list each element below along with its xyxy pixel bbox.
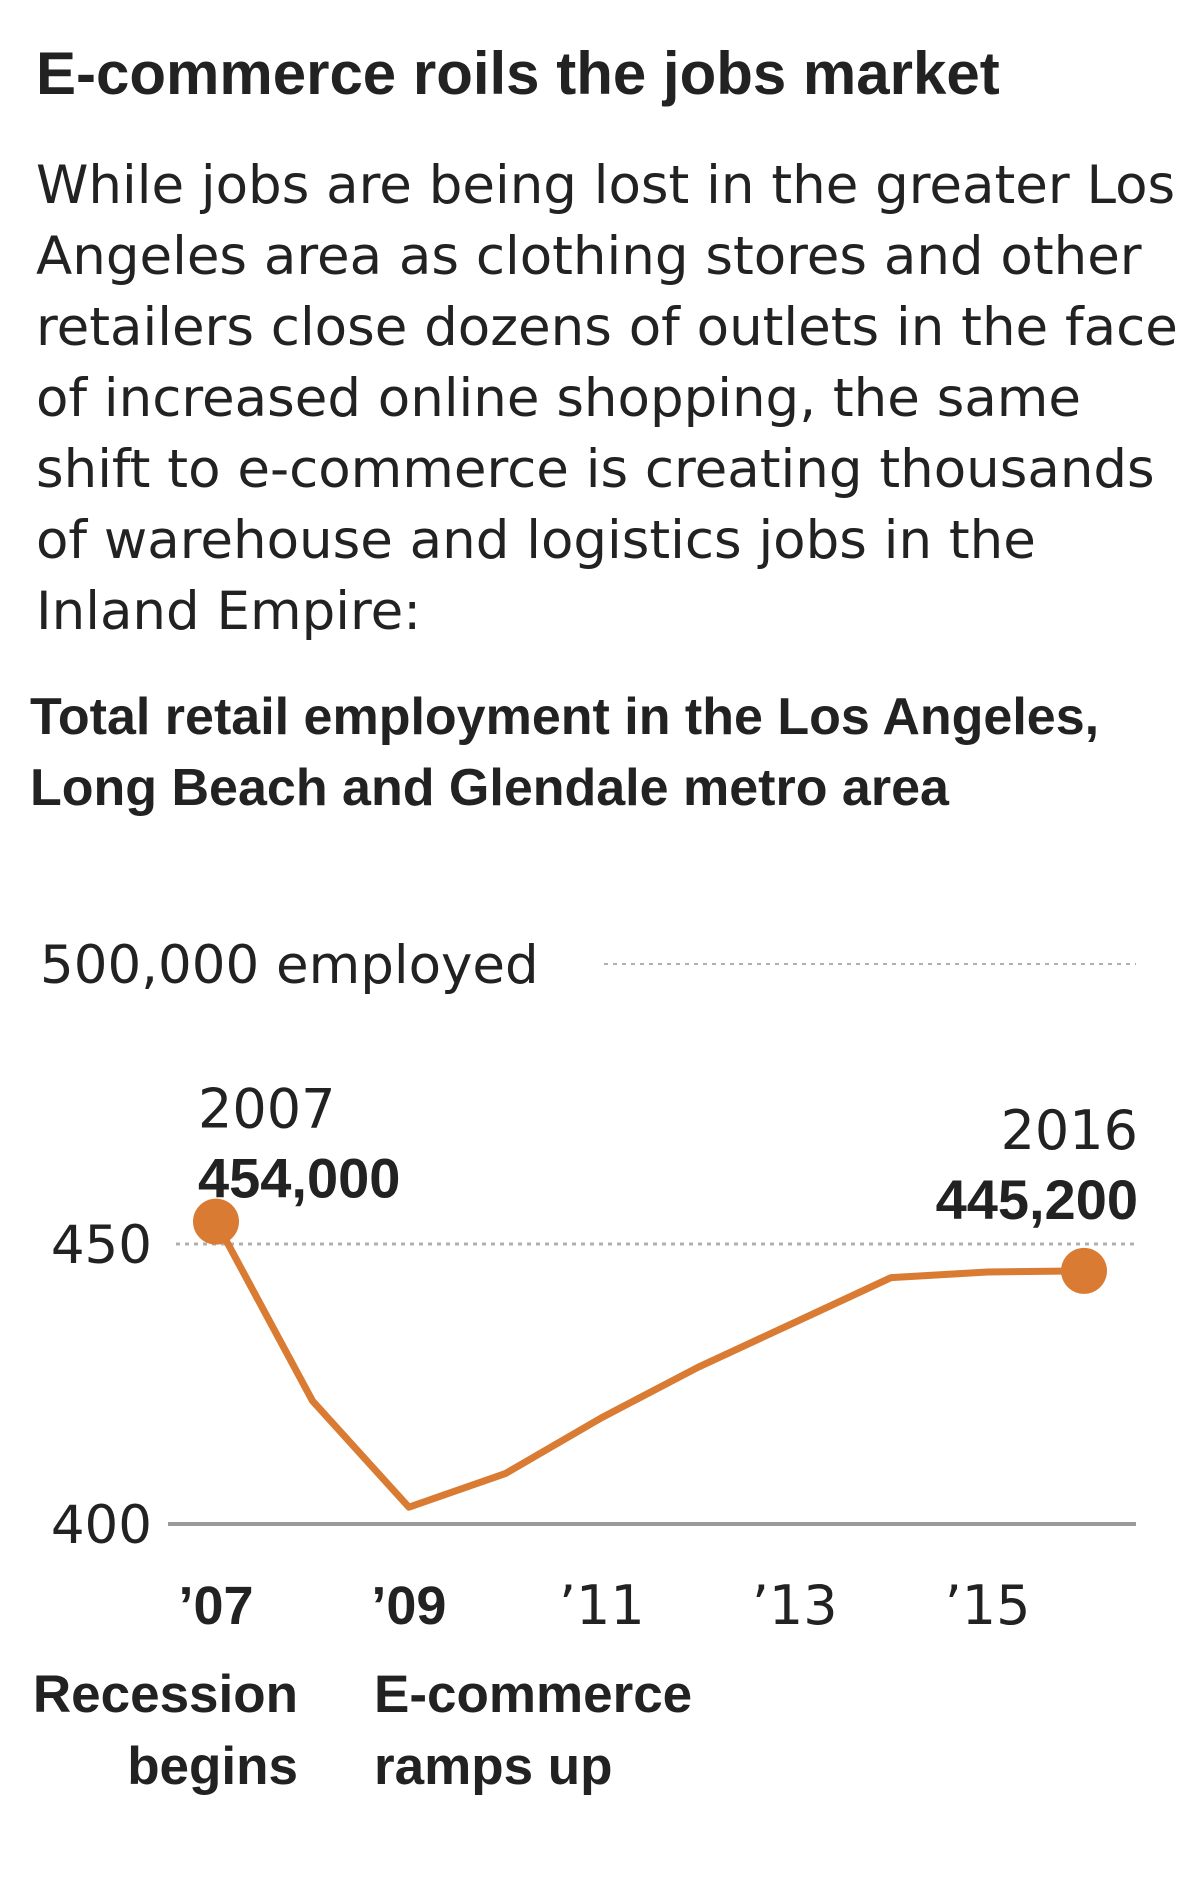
line-chart: 500,000 employed 450 400 ’07 ’09 ’11 ’13 ’15 200…	[33, 935, 1138, 1796]
x-tick-label: ’09	[371, 1576, 446, 1636]
annotation-text: Recession	[33, 1665, 298, 1724]
endpoint-year-label: 2007	[198, 1078, 335, 1141]
x-tick-label: ’07	[178, 1576, 253, 1636]
x-tick-label: ’13	[752, 1574, 838, 1637]
x-tick-label: ’11	[559, 1574, 645, 1637]
y-tick-label: 500,000 employed	[40, 935, 539, 996]
endpoint-marker	[1061, 1247, 1107, 1294]
y-tick-label: 400	[51, 1495, 152, 1556]
endpoint-value-label: 445,200	[936, 1168, 1138, 1231]
annotation-text: begins	[127, 1737, 298, 1796]
dek-text: While jobs are being lost in the greater…	[36, 155, 1178, 642]
endpoint-value-label: 454,000	[198, 1147, 400, 1210]
annotation-text: E-commerce	[374, 1665, 692, 1724]
headline: E-commerce roils the jobs market	[36, 40, 1000, 107]
endpoint-year-label: 2016	[1001, 1099, 1138, 1162]
annotation-text: ramps up	[374, 1737, 613, 1796]
series-line	[212, 1218, 1088, 1511]
y-tick-label: 450	[51, 1215, 152, 1276]
endpoint-marker	[193, 1198, 239, 1245]
x-tick-label: ’15	[945, 1574, 1031, 1637]
chart-title: Total retail employment in the Los Angel…	[30, 688, 1100, 817]
